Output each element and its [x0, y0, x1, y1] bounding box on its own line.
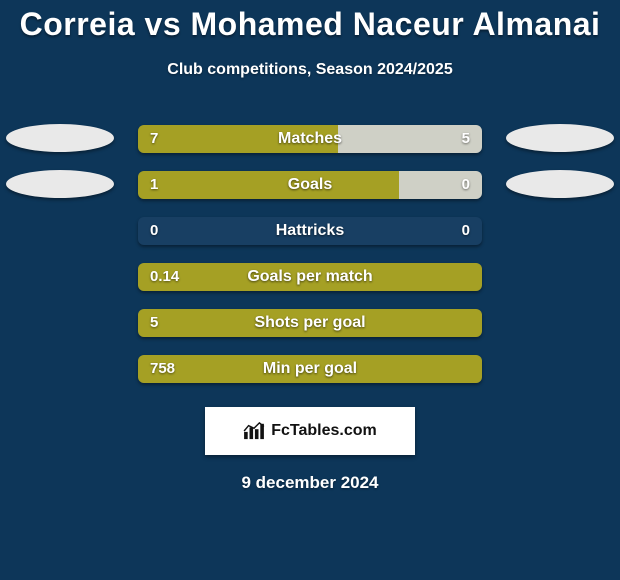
stat-row: 75Matches [0, 117, 620, 163]
stat-row: 00Hattricks [0, 209, 620, 255]
stat-label: Goals [138, 171, 482, 199]
brand-label: FcTables.com [271, 422, 377, 440]
flag-left [6, 170, 114, 198]
flag-left [6, 124, 114, 152]
stat-row: 5Shots per goal [0, 301, 620, 347]
brand-badge[interactable]: FcTables.com [205, 407, 415, 455]
stat-label: Matches [138, 125, 482, 153]
stat-label: Shots per goal [138, 309, 482, 337]
flag-right [506, 124, 614, 152]
stat-row: 758Min per goal [0, 347, 620, 393]
stat-row: 10Goals [0, 163, 620, 209]
stat-label: Goals per match [138, 263, 482, 291]
stat-label: Min per goal [138, 355, 482, 383]
page-title: Correia vs Mohamed Naceur Almanai [0, 0, 620, 43]
stat-label: Hattricks [138, 217, 482, 245]
stat-row: 0.14Goals per match [0, 255, 620, 301]
date-label: 9 december 2024 [0, 473, 620, 493]
chart-icon [243, 422, 265, 440]
subtitle: Club competitions, Season 2024/2025 [0, 61, 620, 79]
stats-container: 75Matches10Goals00Hattricks0.14Goals per… [0, 117, 620, 393]
flag-right [506, 170, 614, 198]
